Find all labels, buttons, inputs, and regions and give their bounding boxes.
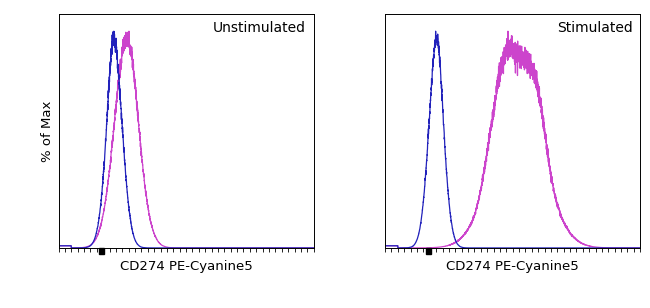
Text: Stimulated: Stimulated (557, 21, 632, 35)
Y-axis label: % of Max: % of Max (42, 100, 55, 162)
Text: Unstimulated: Unstimulated (213, 21, 306, 35)
X-axis label: CD274 PE-Cyanine5: CD274 PE-Cyanine5 (120, 261, 252, 274)
X-axis label: CD274 PE-Cyanine5: CD274 PE-Cyanine5 (447, 261, 579, 274)
Bar (99, 248, 104, 254)
Bar (426, 248, 430, 254)
